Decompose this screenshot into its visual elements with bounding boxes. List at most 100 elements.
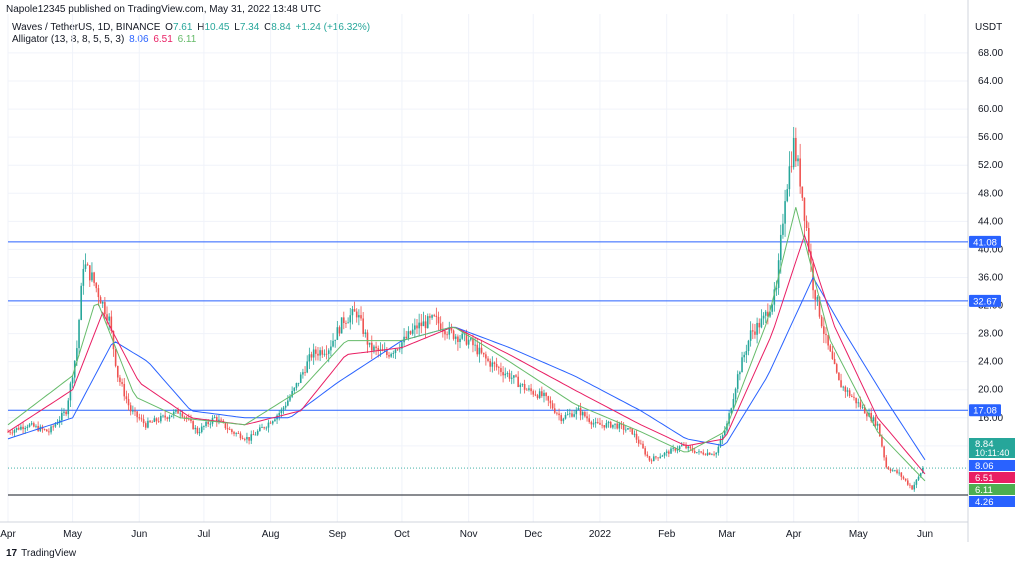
candle-body [762, 315, 765, 319]
candle-body [241, 438, 244, 440]
candle-body [160, 415, 162, 422]
candle-body [732, 398, 735, 409]
candle-body [106, 314, 108, 321]
y-tick-label: 36.00 [978, 272, 1003, 283]
candle-body [792, 137, 795, 168]
candle-body [590, 421, 593, 425]
candle-body [674, 448, 677, 451]
candle-body [760, 318, 763, 328]
candle-body [767, 311, 769, 317]
alligator-row: Alligator (13, 8, 8, 5, 5, 3) 8.06 6.51 … [12, 34, 370, 46]
candle-body [648, 456, 651, 461]
candle-body [375, 346, 377, 349]
candle-body [747, 340, 750, 352]
candle-body [773, 289, 776, 305]
candle-body [304, 372, 306, 374]
candle-body [906, 480, 909, 485]
candle-body [22, 426, 24, 430]
candle-body [166, 417, 169, 419]
candle-body [599, 422, 601, 425]
candle-body [295, 383, 298, 388]
candle-body [347, 322, 349, 324]
candle-body [506, 373, 509, 374]
candle-body [26, 426, 29, 428]
candle-body [170, 415, 173, 417]
candle-body [820, 316, 823, 327]
price-label: 6.51 [975, 473, 994, 484]
chart-legend: Waves / TetherUS, 1D, BINANCE O7.61 H10.… [12, 22, 370, 46]
candle-body [88, 265, 91, 281]
alligator-jaw-line [7, 276, 926, 461]
candle-body [306, 361, 309, 373]
candle-body [657, 457, 659, 459]
candle-body [743, 354, 745, 358]
teeth-value: 6.51 [153, 34, 173, 45]
candle-body [461, 333, 463, 339]
candle-body [814, 290, 817, 300]
candle-body [442, 329, 444, 332]
candle-body [291, 390, 293, 397]
candle-body [739, 372, 741, 375]
candle-body [289, 396, 291, 401]
candle-body [640, 443, 642, 445]
x-tick-label: Apr [0, 529, 16, 540]
candle-body [883, 446, 885, 458]
candle-body [134, 410, 136, 412]
candle-body [104, 302, 106, 315]
candle-body [676, 449, 679, 451]
candle-body [439, 323, 442, 330]
candle-body [370, 342, 373, 351]
candle-body [207, 421, 209, 425]
candle-body [327, 350, 330, 354]
candle-body [343, 317, 345, 324]
y-tick-label: 40.00 [978, 244, 1003, 255]
candle-body [147, 420, 149, 428]
candle-body [704, 454, 707, 456]
publisher-line: Napole12345 published on TradingView.com… [6, 4, 322, 15]
candle-body [779, 234, 782, 261]
x-tick-label: Aug [262, 529, 280, 540]
price-label-box [969, 438, 1015, 458]
candle-body [254, 434, 257, 436]
tradingview-brand[interactable]: TradingView [21, 548, 77, 559]
candle-body [861, 407, 864, 408]
alligator-label[interactable]: Alligator (13, 8, 8, 5, 5, 3) [12, 34, 125, 45]
candle-body [482, 352, 485, 355]
candle-body [203, 426, 205, 427]
candle-body [541, 391, 543, 397]
symbol-name[interactable]: Waves / TetherUS, 1D, BINANCE [12, 22, 161, 33]
candle-body [493, 362, 496, 364]
candle-body [80, 285, 82, 320]
candle-body [642, 443, 644, 449]
candle-body [175, 409, 177, 412]
y-tick-label: 52.00 [978, 160, 1003, 171]
candle-body [618, 423, 621, 429]
candle-body [136, 411, 138, 418]
high-value: 10.45 [204, 22, 230, 33]
candle-body [829, 345, 832, 352]
candle-body [336, 327, 339, 340]
x-tick-label: May [849, 529, 868, 540]
level-label-box [969, 404, 1001, 417]
candle-body [351, 309, 354, 316]
candle-body [205, 421, 207, 427]
candle-body [246, 437, 248, 440]
candle-body [125, 396, 128, 400]
candle-body [922, 467, 924, 474]
x-tick-label: Dec [524, 529, 542, 540]
candle-body [405, 336, 408, 339]
candle-body [859, 402, 862, 408]
candle-body [833, 358, 836, 365]
candle-body [123, 383, 126, 397]
candle-body [551, 403, 554, 409]
candle-body [284, 405, 287, 408]
candle-body [274, 419, 276, 422]
candle-body [308, 354, 311, 362]
candle-body [317, 353, 319, 356]
candle-body [185, 417, 188, 419]
candle-body [472, 338, 474, 346]
candle-body [216, 417, 218, 422]
candle-body [297, 382, 300, 384]
candle-body [754, 331, 756, 335]
